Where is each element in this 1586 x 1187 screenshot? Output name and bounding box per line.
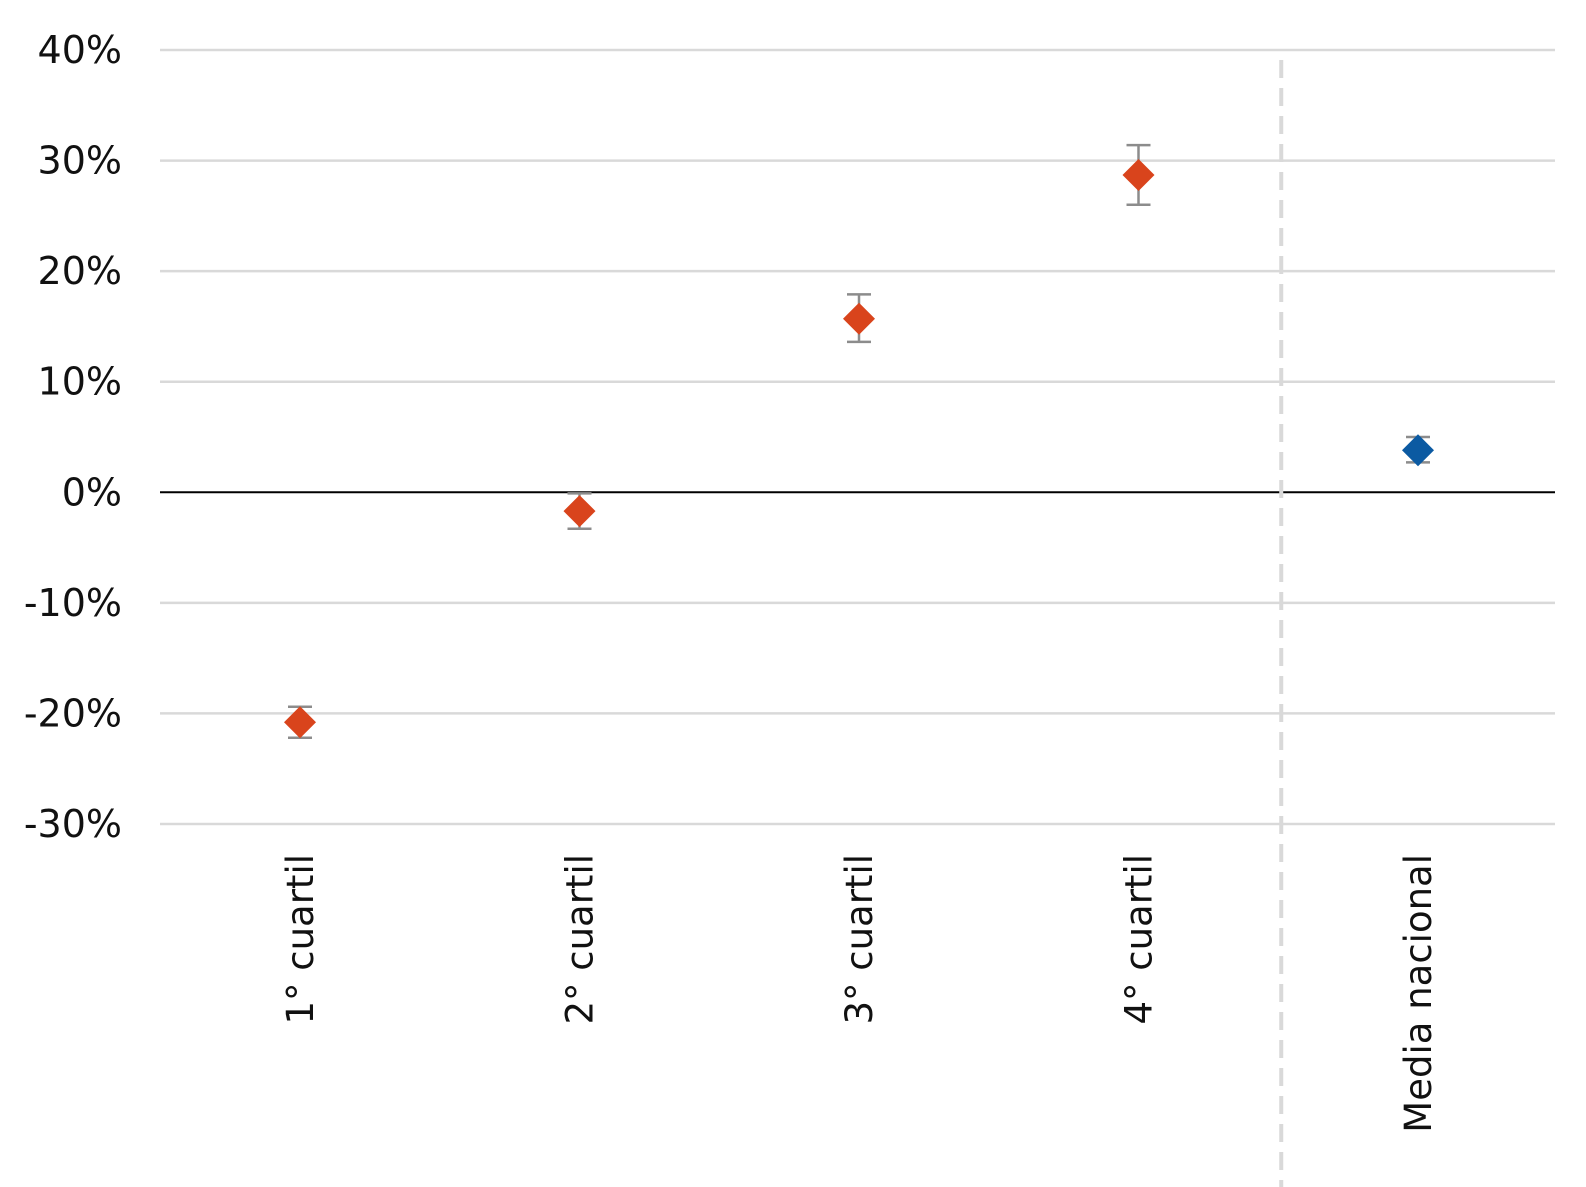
y-tick-label: 30%	[38, 139, 122, 183]
y-axis: 40% 30% 20% 10% 0% -10% -20% -30%	[24, 28, 122, 846]
data-point-diamond	[1402, 434, 1434, 467]
category-label: 1° cuartil	[279, 854, 322, 1025]
y-tick-label: 0%	[62, 470, 122, 514]
error-bars	[288, 143, 1430, 740]
y-tick-label: 20%	[38, 249, 122, 293]
y-tick-label: 10%	[38, 360, 122, 404]
category-label: 3° cuartil	[838, 854, 881, 1025]
data-points	[284, 158, 1434, 739]
category-label: Media nacional	[1397, 854, 1440, 1133]
category-label: 4° cuartil	[1118, 854, 1161, 1025]
data-point-diamond	[843, 302, 875, 335]
data-point-diamond	[284, 706, 316, 739]
category-label: 2° cuartil	[559, 854, 602, 1025]
data-point-diamond	[1122, 158, 1155, 191]
y-tick-label: 40%	[38, 28, 122, 72]
y-tick-label: -20%	[24, 691, 122, 735]
x-axis: 1° cuartil 2° cuartil 3° cuartil 4° cuartil…	[279, 854, 1440, 1133]
grid-layer	[160, 48, 1555, 826]
y-tick-label: -10%	[24, 581, 122, 625]
data-point-diamond	[563, 495, 596, 528]
y-tick-label: -30%	[24, 802, 122, 846]
